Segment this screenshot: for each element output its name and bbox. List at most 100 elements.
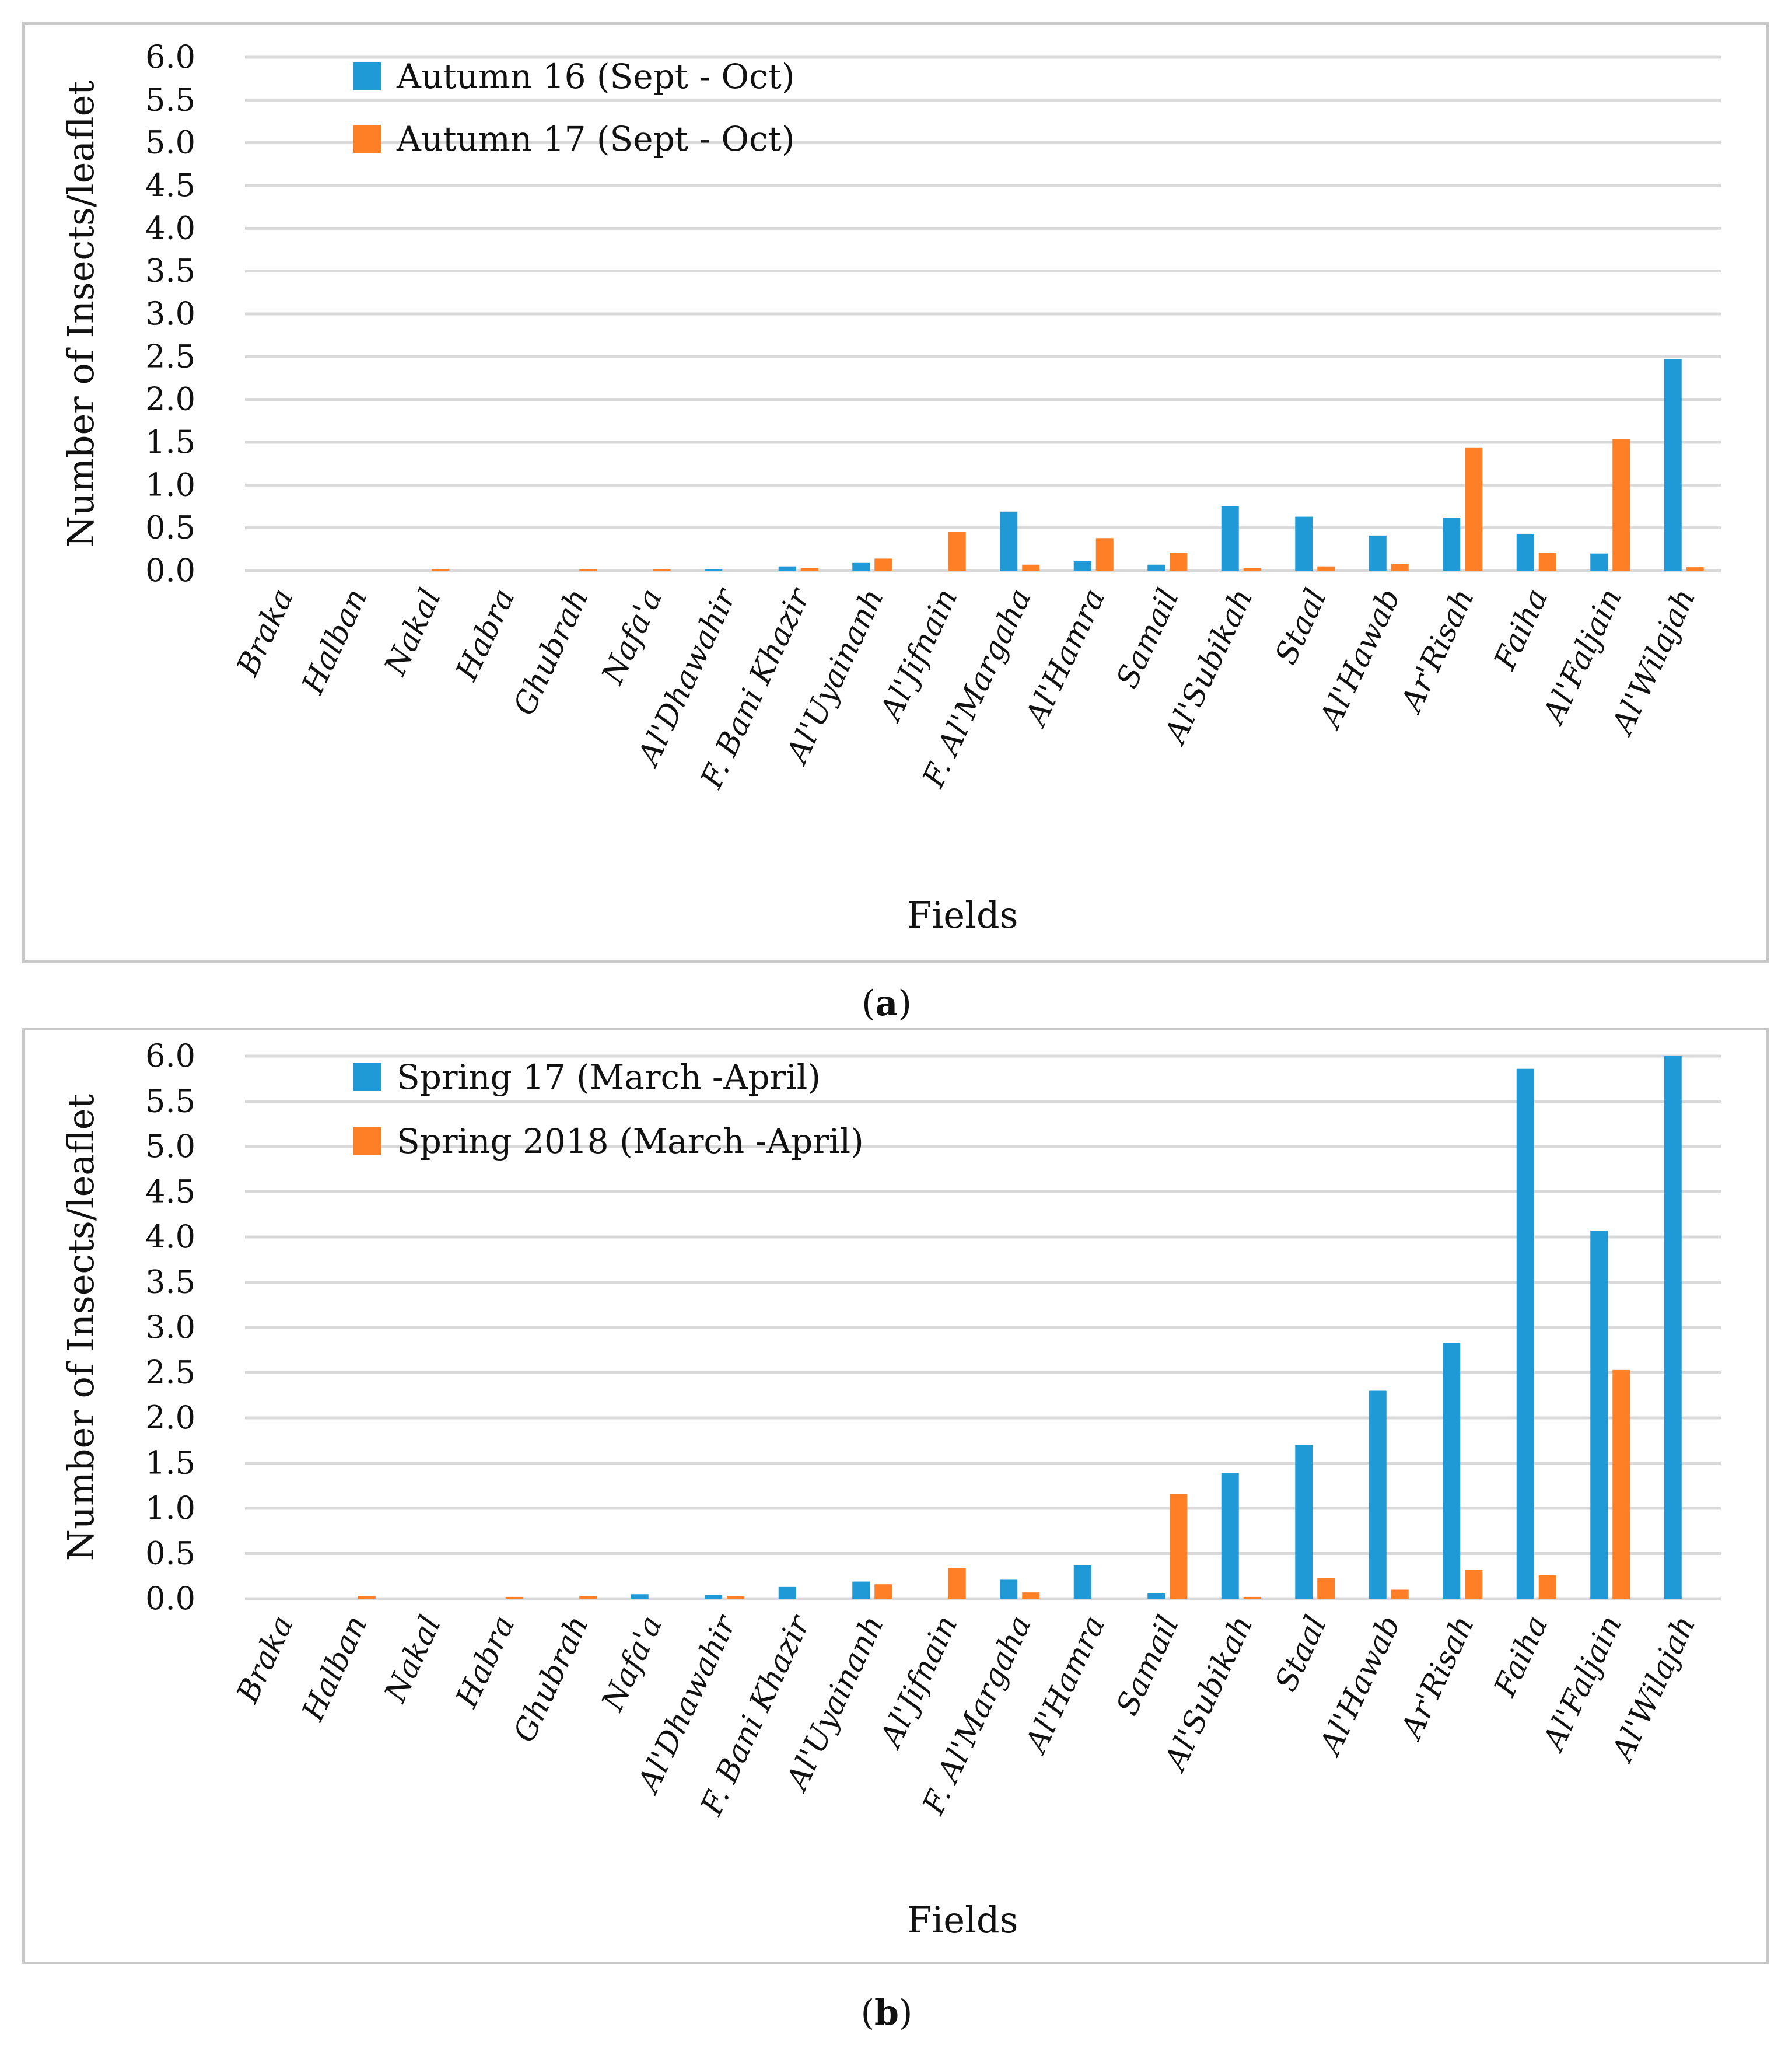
- panel-b-bar-series1: [1147, 1593, 1166, 1599]
- panel-a-bar-series1: [1295, 516, 1313, 571]
- panel-b-bar-series2: [1170, 1494, 1188, 1599]
- panel-a-y-axis-title: Number of Insects/leaflet: [60, 81, 102, 547]
- panel-a-bar-series1: [1147, 564, 1166, 571]
- panel-b-category-label: Braka: [230, 1610, 300, 1708]
- panel-b-bar-series2: [948, 1568, 966, 1599]
- panel-b-bar-series1: [1073, 1565, 1091, 1599]
- panel-b-bar-series1: [631, 1594, 649, 1599]
- panel-a-y-tick-label: 0.0: [145, 552, 195, 589]
- panel-a-y-tick-label: 4.5: [145, 167, 195, 204]
- panel-a-y-tick-label: 3.5: [145, 253, 195, 289]
- panel-a-category-label: Halban: [295, 583, 374, 700]
- panel-b-bar-series1: [1664, 1056, 1682, 1599]
- panel-b-legend-swatch-1: [353, 1063, 381, 1091]
- panel-b-bar-series1: [705, 1595, 723, 1599]
- panel-a-legend-swatch-1: [353, 62, 381, 90]
- panel-a-bar-series1: [1073, 561, 1091, 571]
- panel-b-category-label: Nakal: [377, 1610, 448, 1708]
- panel-b-y-tick-label: 5.5: [145, 1083, 195, 1120]
- panel-a-bar-series2: [1538, 553, 1556, 571]
- panel-b-legend-label-2: Spring 2018 (March -April): [397, 1121, 864, 1161]
- panel-b-y-tick-label: 3.0: [145, 1309, 195, 1345]
- panel-b-y-tick-label: 1.0: [145, 1490, 195, 1526]
- panel-b-caption: (b): [861, 1993, 913, 2033]
- panel-a-bar-series2: [1391, 564, 1409, 571]
- panel-a-bar-series2: [1170, 553, 1188, 571]
- panel-a-legend-swatch-2: [353, 125, 381, 153]
- panel-a-legend-label-1: Autumn 16 (Sept - Oct): [396, 57, 795, 96]
- panel-b-category-label: Ghubrah: [507, 1610, 596, 1748]
- panel-b-category-label: Ar'Risah: [1393, 1610, 1481, 1746]
- panel-b-category-label: Halban: [295, 1610, 374, 1727]
- panel-b-x-axis-title: Fields: [907, 1899, 1019, 1941]
- panel-b-y-axis-title: Number of Insects/leaflet: [60, 1094, 102, 1561]
- panel-b-category-label: Samail: [1110, 1610, 1186, 1721]
- panel-a-category-label: Ghubrah: [507, 583, 596, 721]
- panel-b-y-tick-label: 4.5: [145, 1173, 195, 1210]
- panel-b-y-tick-label: 1.5: [145, 1445, 195, 1481]
- panel-a-y-tick-label: 1.0: [145, 466, 195, 503]
- panel-a-bar-series2: [800, 568, 818, 571]
- panel-a-caption: (a): [862, 983, 912, 1024]
- panel-a-bar-series2: [948, 532, 966, 571]
- panel-b-bar-series2: [358, 1596, 376, 1599]
- panel-b-y-tick-label: 6.0: [145, 1037, 195, 1074]
- panel-a-bar-series2: [1465, 447, 1483, 571]
- panel-a-category-label: Faiha: [1488, 583, 1555, 675]
- panel-a-x-axis-title: Fields: [907, 894, 1019, 936]
- panel-b-bar-series1: [778, 1586, 796, 1599]
- panel-a-bar-series2: [432, 569, 450, 571]
- panel-b-bar-series1: [1368, 1390, 1387, 1599]
- panel-b-legend-label-1: Spring 17 (March -April): [397, 1057, 821, 1097]
- panel-b-y-tick-label: 4.0: [145, 1218, 195, 1255]
- panel-a-bar-series1: [1664, 359, 1682, 571]
- panel-a-y-tick-label: 6.0: [145, 39, 195, 75]
- panel-b-bar-series1: [852, 1581, 870, 1599]
- panel-a-bar-series2: [1686, 567, 1704, 571]
- panel-a-bar-series2: [1317, 566, 1335, 571]
- panel-b-bar-series1: [1443, 1343, 1461, 1599]
- panel-a-y-tick-label: 2.0: [145, 381, 195, 418]
- panel-a-bar-series2: [579, 569, 597, 571]
- panel-a-bar-series2: [1022, 564, 1040, 571]
- panel-a-y-tick-label: 5.0: [145, 124, 195, 161]
- panel-b-bar-series2: [874, 1584, 892, 1599]
- panel-b-bar-series2: [1243, 1596, 1261, 1599]
- panel-b-bar-series1: [1221, 1473, 1239, 1599]
- panel-a-bar-series1: [1221, 506, 1239, 571]
- panel-a-category-label: Nakal: [377, 583, 448, 681]
- panel-a-y-tick-label: 5.5: [145, 81, 195, 118]
- panel-b-bar-series1: [1590, 1231, 1608, 1599]
- panel-b-bar-series1: [1295, 1445, 1313, 1599]
- panel-a-category-label: Staal: [1269, 583, 1334, 670]
- panel-b-bar-series2: [1612, 1369, 1630, 1599]
- panel-b-bar-series2: [727, 1596, 745, 1599]
- panel-a-legend-label-2: Autumn 17 (Sept - Oct): [396, 119, 795, 159]
- panel-b-y-tick-label: 3.5: [145, 1264, 195, 1301]
- panel-b-category-label: Nafa'a: [595, 1610, 670, 1717]
- panel-b-bar-series1: [1000, 1579, 1018, 1599]
- panel-a-bar-series1: [705, 569, 723, 571]
- panel-b-frame: [22, 1028, 1769, 1964]
- panel-b-bar-series2: [505, 1596, 523, 1599]
- panel-a-bar-series1: [778, 566, 796, 571]
- panel-a-y-tick-label: 0.5: [145, 509, 195, 546]
- panel-b-y-tick-label: 2.0: [145, 1399, 195, 1436]
- panel-a-bar-series2: [1096, 538, 1114, 571]
- panel-a-category-label: Braka: [230, 583, 300, 681]
- panel-a-bar-series2: [1612, 439, 1630, 571]
- panel-b-bar-series2: [1465, 1570, 1483, 1599]
- panel-a-bar-series2: [653, 569, 671, 571]
- panel-a-y-tick-label: 4.0: [145, 209, 195, 246]
- panel-a-category-label: Samail: [1110, 583, 1186, 694]
- panel-a-y-tick-label: 1.5: [145, 424, 195, 460]
- panel-b-category-label: Faiha: [1488, 1610, 1555, 1702]
- panel-a-category-label: Nafa'a: [595, 583, 670, 690]
- panel-a-y-tick-label: 2.5: [145, 338, 195, 375]
- panel-b-y-tick-label: 2.5: [145, 1354, 195, 1391]
- panel-b-y-tick-label: 0.5: [145, 1535, 195, 1572]
- panel-b-legend-swatch-2: [353, 1127, 381, 1155]
- panel-a-bar-series2: [1243, 568, 1261, 571]
- panel-a-category-label: Habra: [449, 583, 522, 686]
